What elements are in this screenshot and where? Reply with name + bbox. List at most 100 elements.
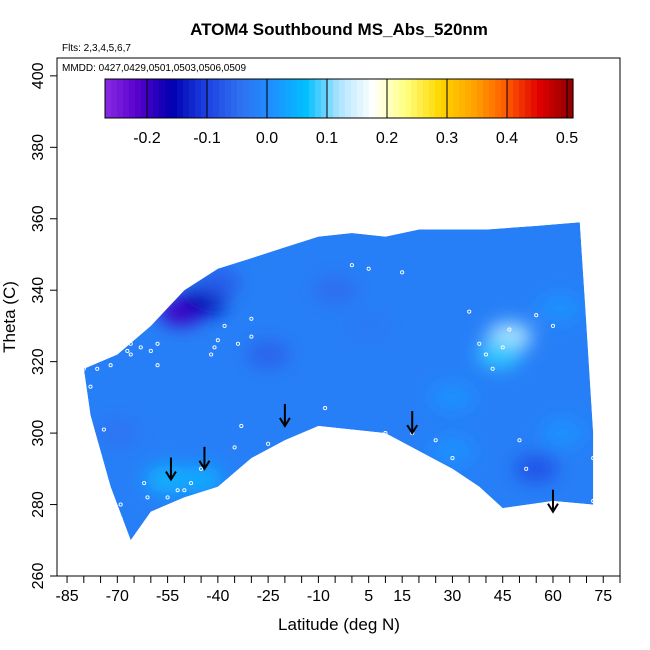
sample-point <box>81 366 86 371</box>
sample-point <box>199 466 204 471</box>
colorbar-cell <box>489 79 496 118</box>
sample-point <box>182 488 187 493</box>
sample-point <box>249 334 254 339</box>
dates-annotation: MMDD: 0427,0429,0501,0503,0506,0509 <box>62 63 246 74</box>
plot-area <box>81 222 596 541</box>
colorbar-cell <box>555 79 562 118</box>
colorbar-cell <box>255 79 262 118</box>
colorbar-cell <box>333 79 340 118</box>
colorbar-cell <box>429 79 436 118</box>
field-feature <box>430 436 475 465</box>
sample-point <box>232 445 237 450</box>
colorbar-cell <box>297 79 304 118</box>
down-arrow <box>406 411 419 435</box>
sample-point <box>88 384 93 389</box>
sample-point <box>148 348 153 353</box>
sample-point <box>239 423 244 429</box>
colorbar-cell <box>567 79 574 118</box>
colorbar-cell <box>417 79 424 118</box>
colorbar-cell <box>147 79 154 118</box>
colorbar-cell <box>549 79 556 118</box>
colorbar-tick-label: 0.2 <box>376 130 398 147</box>
sample-point <box>534 313 539 318</box>
colorbar-cell <box>411 79 418 118</box>
colorbar-cell <box>273 79 280 118</box>
colorbar-cell <box>219 79 226 118</box>
y-tick-label: 280 <box>30 491 47 518</box>
colorbar-cell <box>285 79 292 118</box>
field-feature <box>430 383 475 412</box>
sample-point <box>400 270 405 275</box>
sample-point <box>477 341 482 346</box>
x-axis-label: Latitude (deg N) <box>278 615 400 634</box>
sample-point <box>383 431 388 436</box>
colorbar-cell <box>459 79 466 118</box>
colorbar: -0.2 -0.1 0.0 0.1 0.2 0.3 0.4 0.5 <box>104 78 578 147</box>
colorbar-cell <box>387 79 394 118</box>
colorbar-cell <box>495 79 502 118</box>
down-arrow <box>198 446 211 471</box>
sample-point <box>235 341 241 346</box>
colorbar-cell <box>465 79 472 118</box>
colorbar-cell <box>357 79 364 118</box>
x-tick-label: -40 <box>206 588 229 605</box>
colorbar-cell <box>105 79 112 118</box>
colorbar-cell <box>153 79 160 118</box>
colorbar-cell <box>315 79 322 118</box>
sample-point <box>550 323 556 328</box>
sample-point <box>175 488 180 493</box>
field-feature <box>313 276 358 305</box>
colorbar-cell <box>453 79 460 118</box>
sample-point <box>132 331 137 336</box>
colorbar-cell <box>369 79 376 118</box>
colorbar-cell <box>321 79 328 118</box>
sample-point <box>490 366 495 371</box>
sample-point <box>591 456 596 461</box>
field-features <box>95 269 586 494</box>
x-tick-label: 30 <box>444 588 462 605</box>
colorbar-cell <box>189 79 196 118</box>
y-tick-label: 380 <box>30 134 47 161</box>
down-arrow <box>165 457 177 482</box>
colorbar-cell <box>471 79 478 118</box>
sample-point <box>349 263 354 268</box>
sample-point <box>467 309 472 314</box>
x-tick-label: 45 <box>494 588 512 605</box>
colorbar-cell <box>501 79 508 118</box>
x-tick-label: -70 <box>106 588 129 605</box>
colorbar-cell <box>561 79 568 118</box>
colorbar-cell <box>117 79 124 118</box>
y-axis: 260 280 300 320 340 360 380 400 <box>30 62 57 589</box>
sample-point <box>155 363 160 368</box>
colorbar-cell <box>309 79 316 118</box>
field-feature <box>95 419 140 448</box>
y-tick-label: 400 <box>30 62 47 89</box>
colorbar-cell <box>267 79 274 118</box>
sample-point <box>524 466 529 471</box>
y-tick-label: 340 <box>30 277 47 304</box>
colorbar-tick-label: -0.2 <box>133 130 161 147</box>
x-tick-label: -25 <box>257 588 280 605</box>
colorbar-cell <box>375 79 382 118</box>
sample-point <box>118 502 123 507</box>
y-tick-label: 320 <box>30 348 47 375</box>
colorbar-cell <box>483 79 490 118</box>
colorbar-cell <box>111 79 118 118</box>
colorbar-cell <box>441 79 448 118</box>
colorbar-cell <box>249 79 256 118</box>
chart-title: ATOM4 Southbound MS_Abs_520nm <box>190 20 488 39</box>
sample-point <box>433 438 438 443</box>
sample-point <box>118 516 123 521</box>
sample-points <box>81 263 596 532</box>
sample-point <box>142 481 147 486</box>
colorbar-cell <box>141 79 148 118</box>
sample-point <box>366 266 371 271</box>
colorbar-cell <box>207 79 214 118</box>
colorbar-cell <box>477 79 484 118</box>
colorbar-cell <box>201 79 208 118</box>
colorbar-cell <box>393 79 400 118</box>
sample-point <box>209 352 214 357</box>
colorbar-cell <box>213 79 220 118</box>
down-arrow <box>279 403 291 428</box>
colorbar-tick-label: 0.0 <box>256 130 278 147</box>
